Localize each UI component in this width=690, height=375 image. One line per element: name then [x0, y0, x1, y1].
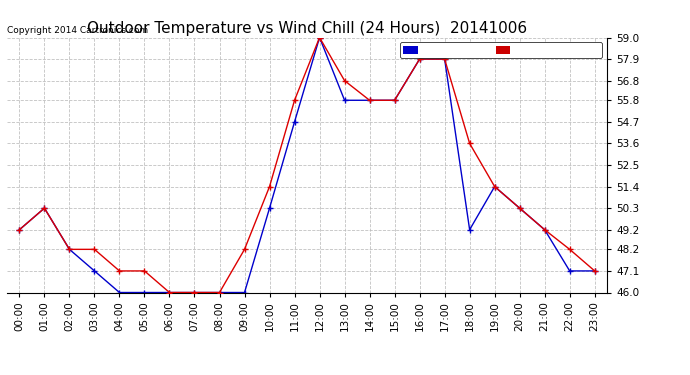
Legend: Wind Chill  (°F), Temperature  (°F): Wind Chill (°F), Temperature (°F) — [400, 42, 602, 58]
Text: Copyright 2014 Cartronics.com: Copyright 2014 Cartronics.com — [7, 26, 148, 35]
Title: Outdoor Temperature vs Wind Chill (24 Hours)  20141006: Outdoor Temperature vs Wind Chill (24 Ho… — [87, 21, 527, 36]
